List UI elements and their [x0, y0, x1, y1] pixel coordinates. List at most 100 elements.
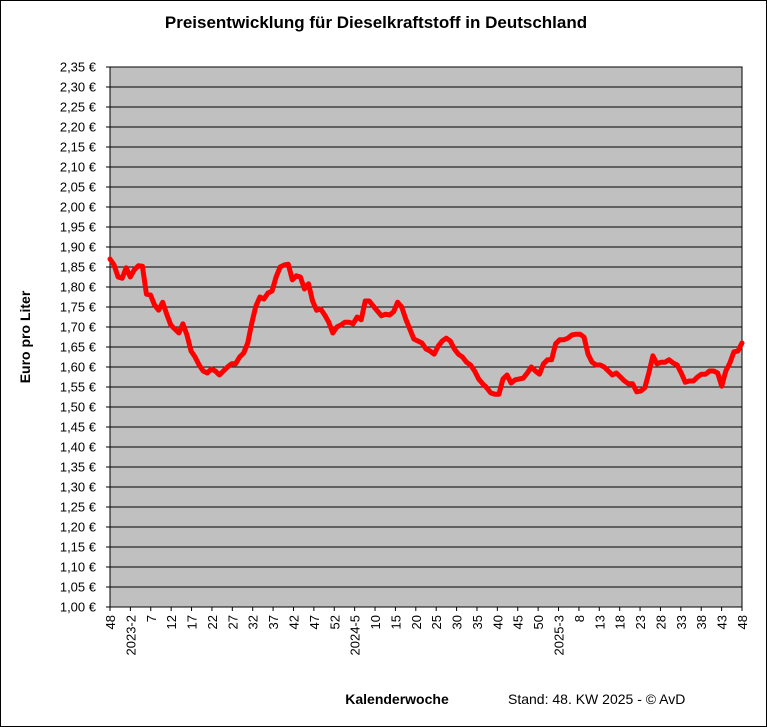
data-point [542, 363, 544, 365]
data-point [668, 359, 670, 361]
data-point [316, 309, 318, 311]
data-point [457, 353, 459, 355]
data-point [502, 378, 504, 380]
y-tick-label: 2,20 € [60, 120, 97, 135]
y-tick-label: 1,85 € [60, 260, 97, 275]
data-point [660, 361, 662, 363]
y-axis-label: Euro pro Liter [17, 290, 33, 383]
data-point [397, 301, 399, 303]
y-tick-label: 1,60 € [60, 360, 97, 375]
y-tick-label: 1,65 € [60, 340, 97, 355]
x-tick-label: 43 [715, 615, 730, 629]
data-point [279, 266, 281, 268]
data-point [717, 372, 719, 374]
data-point [186, 334, 188, 336]
data-point [692, 380, 694, 382]
data-point [648, 372, 650, 374]
data-point [384, 313, 386, 315]
data-point [235, 363, 237, 365]
x-tick-label: 27 [225, 615, 240, 629]
data-point [672, 362, 674, 364]
x-tick-label: 32 [246, 615, 261, 629]
data-point [231, 363, 233, 365]
data-point [607, 370, 609, 372]
data-point [453, 348, 455, 350]
y-tick-label: 1,55 € [60, 380, 97, 395]
x-tick-label: 2023-2 [123, 615, 138, 655]
data-point [628, 383, 630, 385]
data-point [222, 370, 224, 372]
data-point [445, 337, 447, 339]
y-tick-label: 2,05 € [60, 180, 97, 195]
x-tick-label: 40 [490, 615, 505, 629]
footnote: Stand: 48. KW 2025 - © AvD [508, 691, 685, 707]
data-point [664, 361, 666, 363]
data-point [178, 332, 180, 334]
data-point [344, 321, 346, 323]
data-point [595, 364, 597, 366]
y-tick-label: 2,35 € [60, 60, 97, 75]
data-point [121, 277, 123, 279]
data-point [141, 265, 143, 267]
data-point [583, 336, 585, 338]
y-axis-ticks: 1,00 € 1,05 € 1,10 € 1,15 € 1,20 € 1,25 € 1,30… [60, 60, 110, 615]
y-tick-label: 1,35 € [60, 460, 97, 475]
x-axis-ticks: 48 2023-2 7 12 17 22 27 32 37 42 47 52 2024-5 10 15 20 2… [103, 607, 750, 655]
data-point [267, 292, 269, 294]
data-point [615, 372, 617, 374]
data-point [559, 339, 561, 341]
data-point [429, 350, 431, 352]
data-point [680, 372, 682, 374]
data-point [287, 263, 289, 265]
data-point [336, 326, 338, 328]
x-tick-label: 37 [266, 615, 281, 629]
data-point [328, 321, 330, 323]
data-point [636, 391, 638, 393]
data-point [652, 355, 654, 357]
data-point [530, 366, 532, 368]
x-tick-label: 23 [633, 615, 648, 629]
data-point [263, 298, 265, 300]
data-point [518, 378, 520, 380]
x-tick-label: 47 [307, 615, 322, 629]
data-point [482, 383, 484, 385]
data-point [291, 279, 293, 281]
data-point [709, 370, 711, 372]
x-tick-label: 30 [450, 615, 465, 629]
data-point [433, 353, 435, 355]
data-point [498, 393, 500, 395]
x-tick-label: 8 [572, 615, 587, 622]
data-point [166, 313, 168, 315]
data-point [190, 350, 192, 352]
data-point [271, 290, 273, 292]
x-tick-label: 15 [388, 615, 403, 629]
x-tick-label: 38 [694, 615, 709, 629]
data-point [526, 372, 528, 374]
data-point [348, 321, 350, 323]
data-point [226, 366, 228, 368]
data-point [534, 370, 536, 372]
data-point [696, 376, 698, 378]
y-tick-label: 1,50 € [60, 400, 97, 415]
data-point [299, 276, 301, 278]
y-tick-label: 2,25 € [60, 100, 97, 115]
data-point [563, 339, 565, 341]
data-point [210, 368, 212, 370]
data-point [393, 311, 395, 313]
x-tick-label: 42 [286, 615, 301, 629]
data-point [324, 314, 326, 316]
x-tick-label: 18 [613, 615, 628, 629]
x-tick-label: 45 [511, 615, 526, 629]
data-point [150, 294, 152, 296]
data-point [283, 264, 285, 266]
data-point [320, 308, 322, 310]
data-point [461, 356, 463, 358]
data-point [591, 361, 593, 363]
y-tick-label: 1,95 € [60, 220, 97, 235]
data-point [656, 363, 658, 365]
data-point [401, 306, 403, 308]
data-point [538, 373, 540, 375]
data-point [700, 373, 702, 375]
x-tick-label: 22 [205, 615, 220, 629]
data-point [170, 324, 172, 326]
